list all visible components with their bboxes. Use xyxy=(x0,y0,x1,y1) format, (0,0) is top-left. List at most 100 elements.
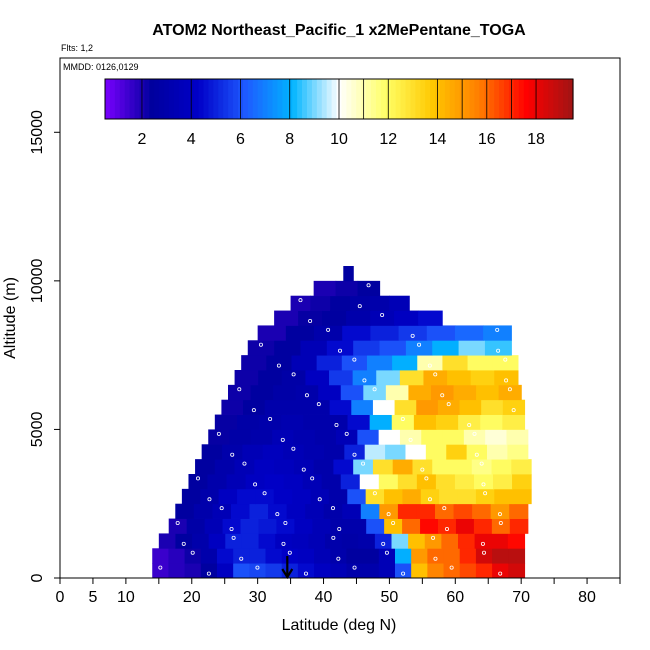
heatmap-cell xyxy=(257,325,287,341)
heatmap-cell xyxy=(240,518,260,534)
heatmap-cell xyxy=(168,548,186,564)
heatmap-cell xyxy=(200,488,220,505)
colorbar-swatch xyxy=(395,79,402,119)
heatmap-cell xyxy=(439,488,459,505)
heatmap-cell xyxy=(293,459,315,475)
heatmap-cell xyxy=(335,280,359,297)
sample-point xyxy=(498,521,503,526)
sample-point xyxy=(503,357,508,362)
heatmap-cell xyxy=(435,503,455,519)
heatmap-cell xyxy=(340,384,364,401)
heatmap-cell xyxy=(502,399,526,415)
colorbar-swatch xyxy=(213,79,219,119)
heatmap-cell xyxy=(508,563,526,579)
colorbar-swatch xyxy=(277,79,283,119)
colorbar-swatch xyxy=(316,79,323,119)
sample-point xyxy=(431,535,436,540)
heatmap-cell xyxy=(466,444,488,460)
heatmap-cell xyxy=(370,325,400,341)
colorbar-swatch xyxy=(499,79,505,119)
colorbar-swatch xyxy=(164,79,170,119)
heatmap-cell xyxy=(323,444,345,460)
sample-point xyxy=(330,506,335,511)
sample-point xyxy=(258,342,263,347)
sample-point xyxy=(413,446,418,451)
colorbar-swatch xyxy=(203,79,210,119)
sample-point xyxy=(317,497,322,502)
heatmap-cell xyxy=(300,340,328,356)
heatmap-cell xyxy=(193,503,213,519)
heatmap-cell xyxy=(302,474,323,490)
heatmap-cell xyxy=(411,548,428,564)
heatmap-cell xyxy=(310,488,330,505)
heatmap-cell xyxy=(326,340,354,356)
heatmap-cell xyxy=(274,340,302,356)
heatmap-cell xyxy=(283,474,304,490)
sample-point xyxy=(175,521,180,526)
sample-point xyxy=(287,550,292,555)
heatmap-cell xyxy=(458,414,481,430)
heatmap-cell xyxy=(475,563,493,579)
heatmap-cell xyxy=(258,518,278,534)
sample-point xyxy=(326,327,331,332)
heatmap-cell xyxy=(490,503,510,519)
heatmap-cell xyxy=(438,518,457,534)
colorbar-swatch xyxy=(513,79,520,119)
heatmap-cell xyxy=(378,563,396,579)
sample-point xyxy=(281,541,286,546)
heatmap-cell xyxy=(342,325,371,341)
heatmap-cell xyxy=(372,459,394,475)
sample-point xyxy=(366,283,371,288)
heatmap-cell xyxy=(292,488,312,505)
heatmap-cell xyxy=(357,429,380,445)
heatmap-cell xyxy=(265,548,283,564)
heatmap-cell xyxy=(492,548,509,564)
colorbar-swatch xyxy=(474,79,480,119)
colorbar-swatch xyxy=(558,79,564,119)
sample-point xyxy=(361,461,366,466)
colorbar-swatch xyxy=(292,79,298,119)
heatmap-cell xyxy=(389,295,410,311)
heatmap-cell xyxy=(349,295,371,311)
heatmap-cell xyxy=(423,370,448,386)
heatmap-cell xyxy=(378,429,401,445)
heatmap-cell xyxy=(475,548,493,564)
heatmap-cell xyxy=(329,370,354,386)
heatmap-cell xyxy=(446,444,468,460)
colorbar-swatch xyxy=(371,79,377,119)
colorbar-tick-label: 10 xyxy=(330,131,348,148)
colorbar-swatch xyxy=(356,79,362,119)
heatmap-cell xyxy=(274,310,299,326)
colorbar-swatch xyxy=(380,79,387,119)
colorbar-swatch xyxy=(302,79,308,119)
date-note: MMDD: 0126,0129 xyxy=(63,62,139,72)
sample-point xyxy=(280,437,285,442)
heatmap-cell xyxy=(250,384,274,401)
heatmap-cell xyxy=(175,533,193,549)
colorbar-tick-label: 18 xyxy=(527,131,545,148)
colorbar: 2 4 6 8 10 12 14 16 18 xyxy=(104,78,574,148)
heatmap-cell xyxy=(384,518,403,534)
sample-point xyxy=(386,512,391,517)
heatmap-cell xyxy=(416,503,436,519)
latitude-arrow-marker xyxy=(281,556,294,580)
colorbar-swatch xyxy=(415,79,421,119)
heatmap-cell xyxy=(411,563,428,579)
heatmap-cell xyxy=(491,459,512,475)
heatmap-cell xyxy=(249,503,269,519)
colorbar-swatch xyxy=(430,79,436,119)
heatmap-cell xyxy=(385,444,407,460)
sample-point xyxy=(474,452,479,457)
colorbar-tick-label: 14 xyxy=(429,131,447,148)
sample-point xyxy=(308,318,313,323)
heatmap-cell xyxy=(303,414,327,430)
heatmap-cell xyxy=(152,548,170,564)
colorbar-swatch xyxy=(114,79,121,119)
heatmap-cell xyxy=(395,548,412,564)
heatmap-cell xyxy=(459,548,477,564)
heatmap-cell xyxy=(200,548,218,564)
heatmap-cell xyxy=(237,488,256,505)
heatmap-cell xyxy=(351,399,374,415)
heatmap-cell xyxy=(508,548,526,564)
heatmap-cell xyxy=(421,429,444,445)
